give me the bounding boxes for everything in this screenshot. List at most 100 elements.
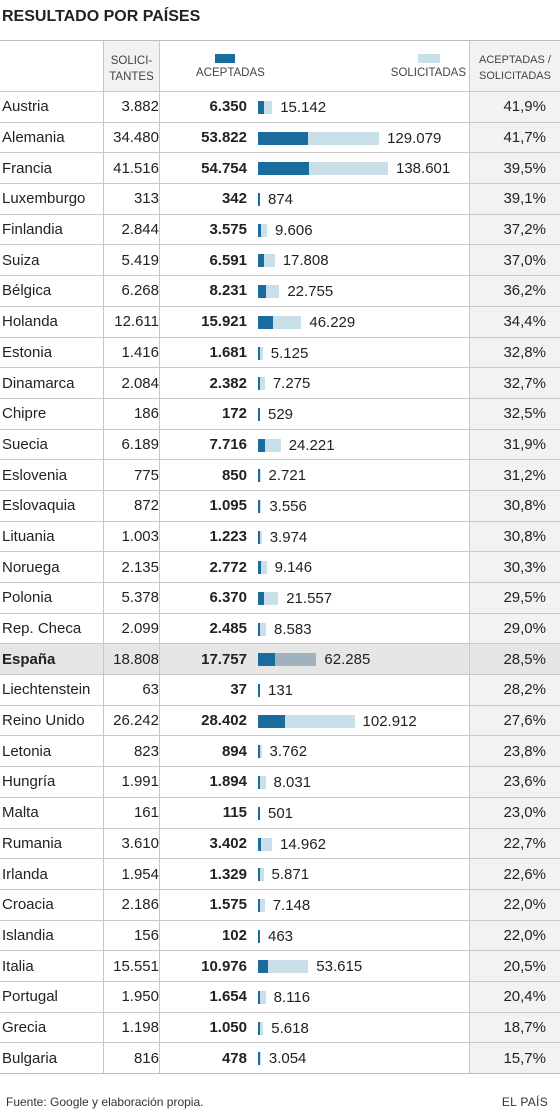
bar-solicitadas	[258, 223, 267, 237]
cell-aceptadas-bars: 53.822 129.079	[160, 122, 470, 153]
table-row: Holanda 12.611 15.921 46.229 34,4%	[0, 305, 560, 337]
legend-label-aceptadas: ACEPTADAS	[196, 67, 265, 79]
solicitadas-value: 102.912	[362, 712, 417, 730]
cell-solicitantes: 186	[104, 398, 160, 429]
solicitadas-value: 21.557	[286, 590, 333, 607]
bar-aceptadas	[258, 1021, 260, 1035]
cell-aceptadas-bars: 1.894 8.031	[160, 767, 470, 797]
aceptadas-value: 115	[222, 804, 247, 822]
bar-group	[258, 407, 468, 421]
cell-ratio: 32,7%	[470, 368, 560, 398]
bar-group	[258, 131, 468, 145]
cell-solicitantes: 2.186	[104, 889, 160, 920]
aceptadas-value: 894	[221, 742, 247, 760]
solicitadas-value: 7.148	[272, 896, 311, 914]
bar-aceptadas	[258, 101, 264, 114]
bar-group	[258, 1021, 468, 1035]
aceptadas-value: 1.050	[209, 1018, 247, 1036]
solicitadas-value: 62.285	[324, 651, 371, 669]
bar-group	[258, 714, 468, 728]
bar-aceptadas	[258, 684, 260, 698]
bar-aceptadas	[258, 162, 310, 176]
cell-aceptadas-bars: 8.231 22.755	[160, 276, 470, 306]
cell-country: Noruega	[0, 552, 104, 582]
cell-ratio: 20,4%	[470, 981, 560, 1012]
solicitadas-value: 24.221	[288, 436, 335, 454]
cell-ratio: 31,2%	[470, 460, 560, 490]
cell-aceptadas-bars: 894 3.762	[160, 736, 470, 767]
cell-ratio: 23,0%	[470, 797, 560, 828]
legend-label-solicitadas: SOLICITADAS	[390, 67, 466, 79]
cell-ratio: 27,6%	[470, 705, 560, 736]
aceptadas-value: 1.575	[209, 896, 247, 914]
table-row: Reino Unido 26.242 28.402 102.912 27,6%	[0, 704, 560, 736]
cell-aceptadas-bars: 15.921 46.229	[160, 306, 470, 337]
cell-ratio: 22,6%	[470, 859, 560, 889]
cell-ratio: 39,1%	[470, 184, 560, 214]
bar-aceptadas	[258, 837, 262, 851]
bar-solicitadas	[258, 1021, 264, 1035]
bar-aceptadas	[258, 346, 260, 360]
cell-aceptadas-bars: 1.681 5.125	[160, 337, 470, 368]
bar-group	[258, 530, 468, 544]
chart-title: RESULTADO POR PAÍSES	[2, 8, 201, 25]
bar-aceptadas	[258, 193, 260, 207]
bar-group	[258, 499, 468, 513]
header-country	[0, 41, 104, 91]
bar-aceptadas	[258, 315, 273, 329]
cell-ratio: 15,7%	[470, 1043, 560, 1073]
header-ratio-line2: SOLICITADAS	[479, 70, 551, 82]
aceptadas-value: 1.223	[209, 527, 247, 545]
table-row: Noruega 2.135 2.772 9.146 30,3%	[0, 551, 560, 582]
cell-country: Grecia	[0, 1012, 104, 1043]
bar-aceptadas	[258, 960, 269, 974]
header-solicitantes-line1: SOLICI-	[110, 55, 153, 67]
bar-group	[258, 990, 468, 1004]
cell-solicitantes: 1.416	[104, 337, 160, 368]
cell-solicitantes: 5.419	[104, 245, 160, 276]
aceptadas-value: 54.754	[201, 159, 247, 177]
cell-solicitantes: 34.480	[104, 122, 160, 153]
bar-group	[258, 745, 468, 759]
bar-group	[258, 929, 468, 943]
bar-aceptadas	[258, 745, 260, 759]
aceptadas-value: 7.716	[209, 435, 247, 453]
cell-ratio: 41,9%	[470, 92, 560, 122]
cell-aceptadas-bars: 7.716 24.221	[160, 429, 470, 460]
table-row: Islandia 156 102 463 22,0%	[0, 919, 560, 951]
solicitadas-value: 15.142	[280, 99, 327, 116]
bar-solicitadas	[258, 530, 262, 544]
bar-aceptadas	[258, 499, 260, 513]
cell-solicitantes: 313	[104, 184, 160, 214]
cell-country: Eslovenia	[0, 460, 104, 490]
cell-ratio: 28,2%	[470, 675, 560, 705]
table-row: Eslovaquia 872 1.095 3.556 30,8%	[0, 489, 560, 521]
cell-country: Portugal	[0, 981, 104, 1012]
table-row: Croacia 2.186 1.575 7.148 22,0%	[0, 888, 560, 920]
cell-solicitantes: 18.808	[104, 644, 160, 675]
header-solicitantes: SOLICI- TANTES	[104, 41, 160, 91]
cell-aceptadas-bars: 850 2.721	[160, 460, 470, 490]
cell-aceptadas-bars: 342 874	[160, 184, 470, 214]
bar-solicitadas	[258, 990, 266, 1004]
bar-aceptadas	[258, 131, 309, 145]
solicitadas-value: 9.146	[274, 559, 313, 577]
cell-country: Croacia	[0, 889, 104, 920]
cell-country: Chipre	[0, 398, 104, 429]
bar-group	[258, 960, 468, 974]
aceptadas-value: 3.402	[209, 834, 247, 852]
cell-aceptadas-bars: 478 3.054	[160, 1043, 470, 1073]
solicitadas-value: 8.031	[273, 774, 312, 792]
solicitadas-value: 3.974	[269, 528, 308, 546]
cell-aceptadas-bars: 3.575 9.606	[160, 214, 470, 245]
cell-aceptadas-bars: 1.095 3.556	[160, 490, 470, 521]
bar-aceptadas	[258, 898, 260, 912]
header-ratio-line1: ACEPTADAS /	[479, 54, 551, 66]
aceptadas-value: 1.681	[209, 343, 247, 361]
header-rule	[0, 40, 560, 41]
solicitadas-value: 9.606	[275, 221, 313, 239]
aceptadas-value: 10.976	[201, 957, 247, 975]
cell-aceptadas-bars: 1.575 7.148	[160, 889, 470, 920]
table-row: Eslovenia 775 850 2.721 31,2%	[0, 459, 560, 490]
cell-country: Dinamarca	[0, 368, 104, 398]
